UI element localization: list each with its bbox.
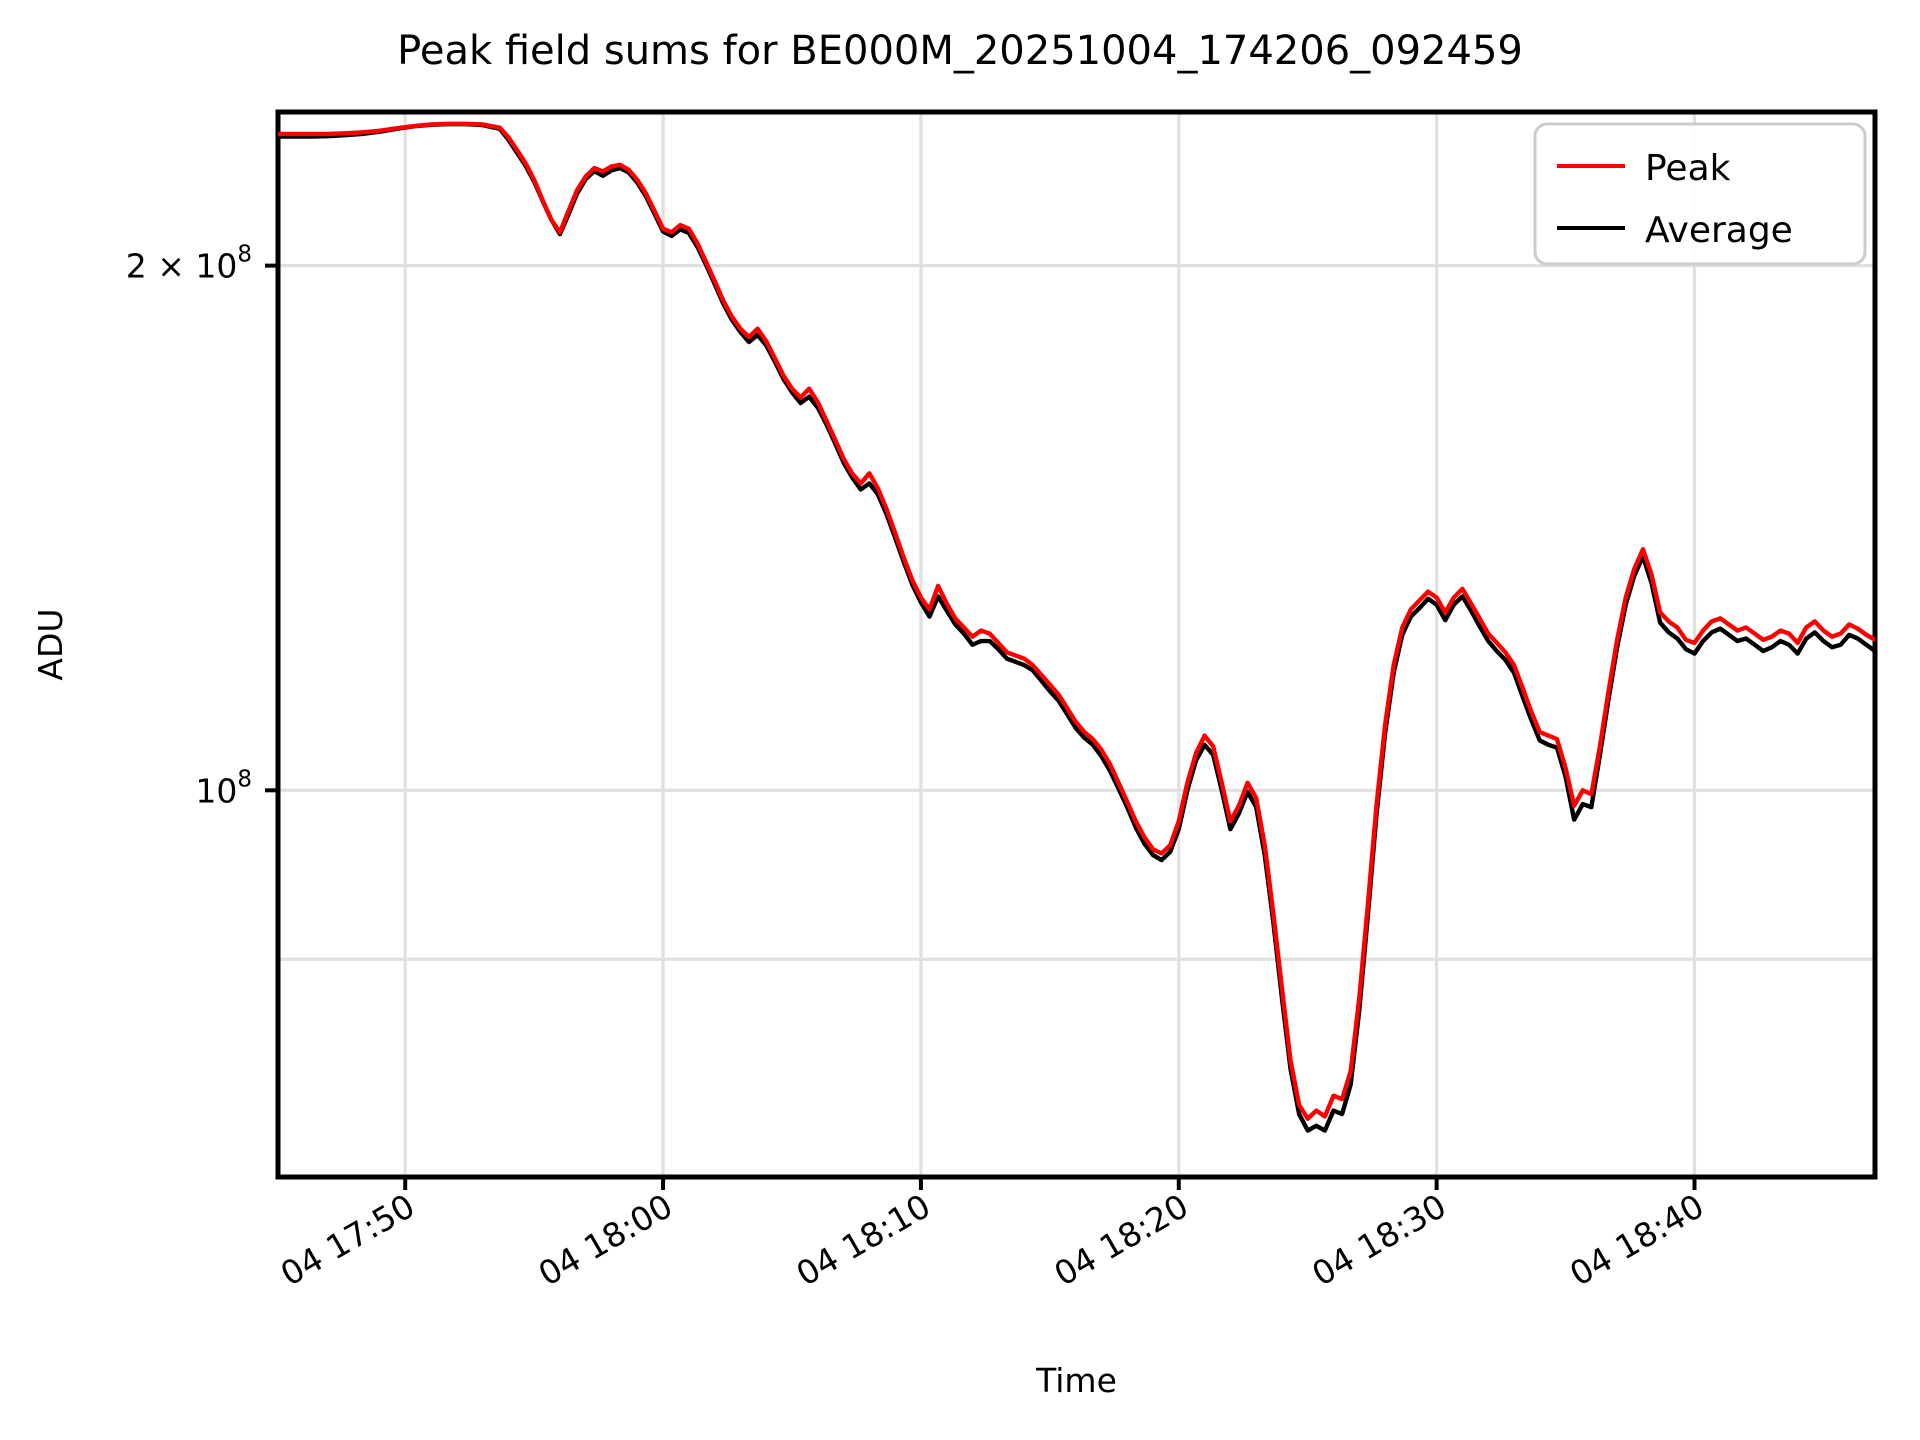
svg-text:Time: Time xyxy=(1035,1361,1117,1400)
plot-frame xyxy=(275,109,1878,1180)
chart-legend[interactable]: Peak Average xyxy=(1533,122,1867,266)
svg-text:04 18:00: 04 18:00 xyxy=(532,1186,679,1294)
data-series xyxy=(278,121,1875,1133)
axis-titles: Time ADU xyxy=(31,608,1117,1400)
svg-text:ADU: ADU xyxy=(31,608,70,680)
svg-text:2 × 108: 2 × 108 xyxy=(126,242,252,286)
svg-text:04 17:50: 04 17:50 xyxy=(274,1186,421,1294)
svg-text:04 18:10: 04 18:10 xyxy=(790,1186,937,1294)
gridlines xyxy=(278,112,1875,1177)
svg-text:108: 108 xyxy=(195,766,252,810)
tick-labels: 108 2 × 108 04 17:50 04 18:00 04 18:10 04 18:… xyxy=(126,242,1711,1294)
svg-text:04 18:30: 04 18:30 xyxy=(1305,1186,1452,1294)
svg-text:04 18:20: 04 18:20 xyxy=(1047,1186,1194,1294)
svg-text:04 18:40: 04 18:40 xyxy=(1563,1186,1710,1294)
page-title: Peak field sums for BE000M_20251004_1742… xyxy=(397,28,1523,74)
svg-text:Peak: Peak xyxy=(1645,148,1731,189)
axis-ticks xyxy=(265,263,1697,1190)
svg-text:Average: Average xyxy=(1645,210,1793,251)
